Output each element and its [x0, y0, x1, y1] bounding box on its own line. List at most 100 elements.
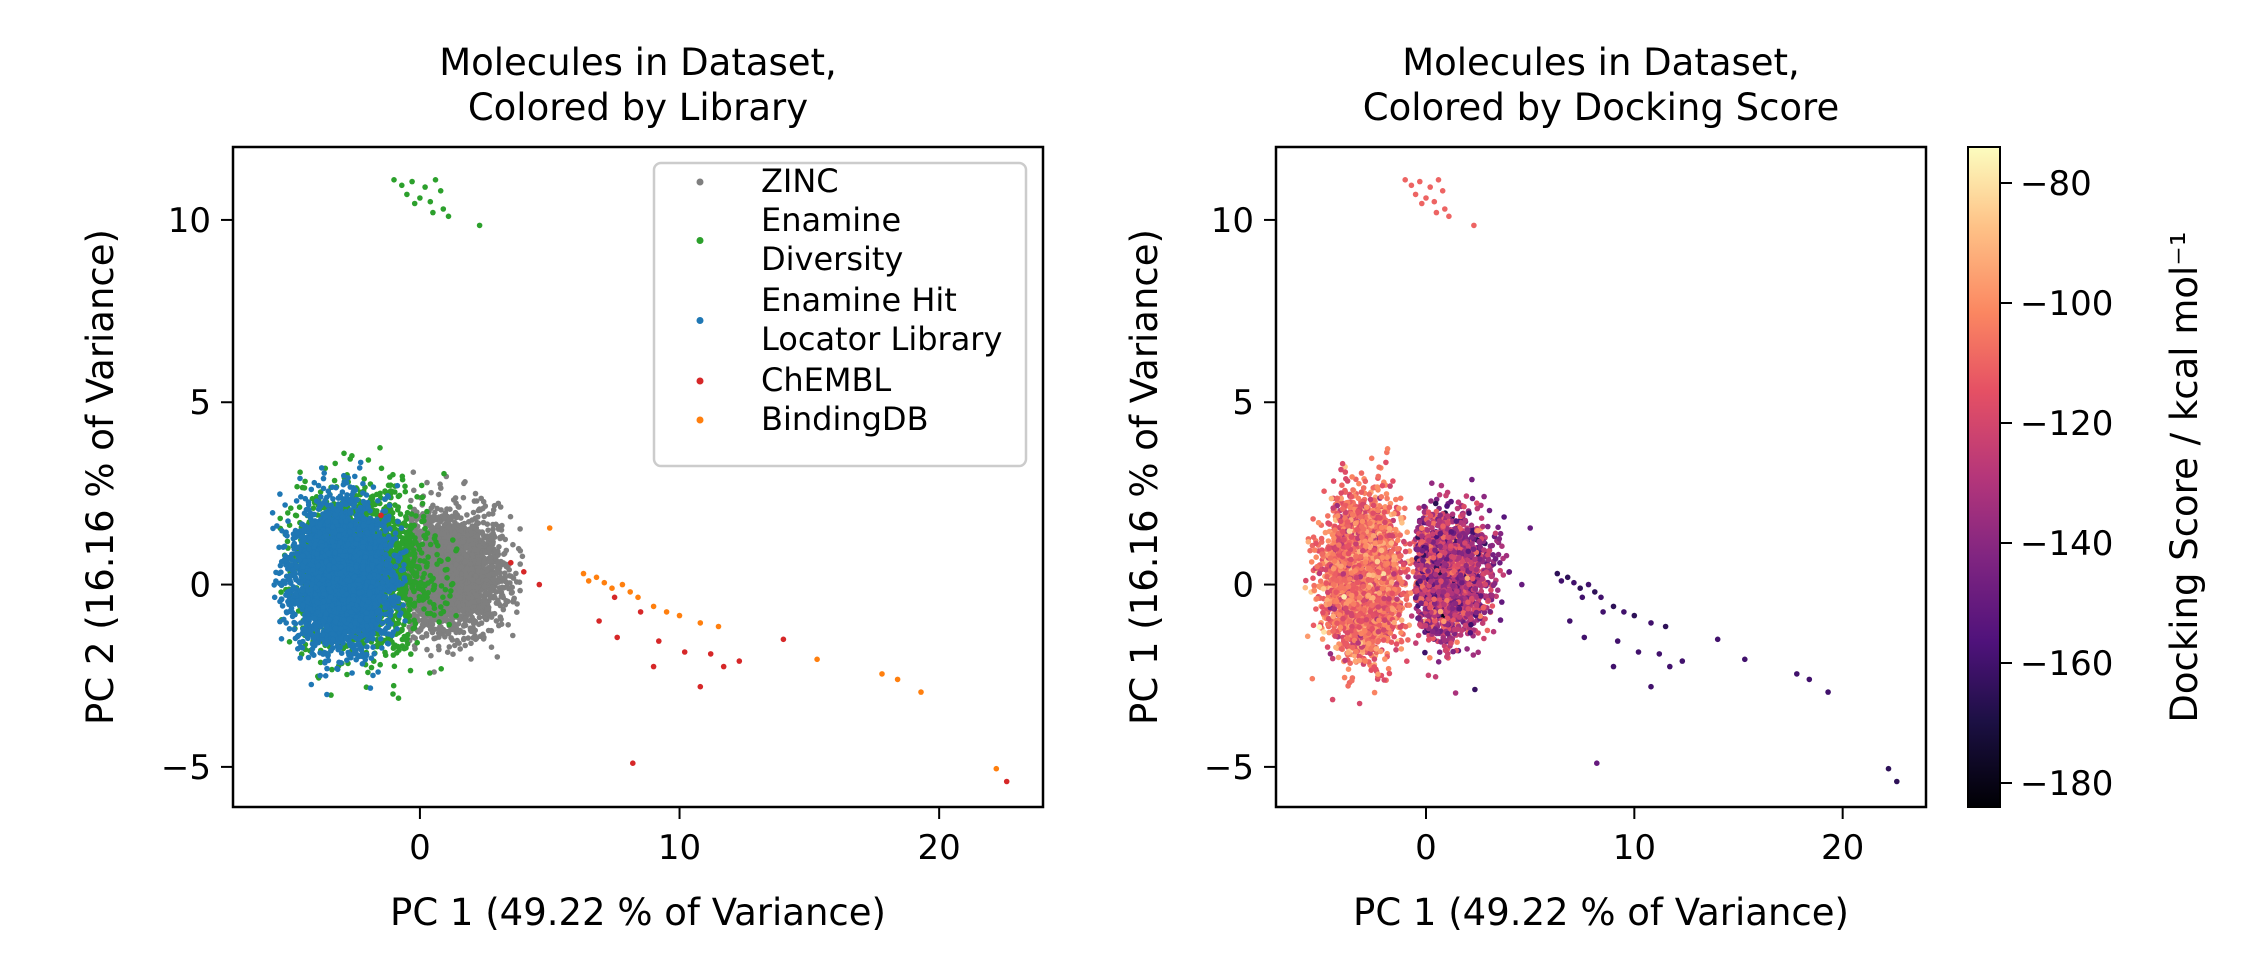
point-enamine: [286, 639, 293, 645]
point-enamine: [347, 456, 354, 462]
point-zinc: [437, 481, 443, 488]
point-enamine: [382, 652, 389, 658]
point-enamine: [408, 567, 415, 574]
point-zinc: [459, 607, 466, 614]
point-zinc: [505, 598, 511, 605]
point-enamine: [399, 626, 405, 633]
point-zinc: [465, 595, 472, 601]
point-zinc: [488, 644, 495, 650]
point-zinc: [478, 609, 485, 616]
point-zinc: [457, 594, 463, 601]
point-zinc: [411, 487, 417, 494]
point-zinc: [443, 539, 449, 546]
point-enamine: [285, 510, 291, 516]
point-enamine: [390, 691, 396, 697]
point-enamine: [395, 695, 402, 701]
point-enamine: [427, 541, 434, 548]
point-zinc: [494, 654, 501, 660]
point-enamine: [418, 550, 425, 556]
point-enamine: [430, 586, 437, 593]
point-enamine: [288, 505, 294, 512]
point-enamine: [440, 608, 447, 615]
point-zinc: [438, 624, 444, 630]
point-zinc: [511, 595, 517, 602]
point-enamine: [445, 556, 451, 563]
point-zinc: [514, 601, 520, 607]
point-enamine: [411, 603, 418, 609]
point-zinc: [482, 599, 489, 606]
point-zinc: [507, 513, 514, 520]
point-zinc: [488, 558, 494, 565]
point-zinc: [448, 635, 454, 641]
point-zinc: [514, 609, 520, 615]
point-zinc: [503, 563, 510, 570]
point-enamine: [438, 604, 444, 610]
point-zinc: [500, 606, 507, 613]
point-enamine: [284, 538, 291, 545]
point-enamine: [408, 511, 415, 517]
point-zinc: [484, 533, 491, 539]
point-zinc: [517, 548, 524, 554]
point-zinc: [431, 635, 437, 642]
point-enamine: [399, 476, 406, 483]
point-zinc: [463, 572, 469, 578]
point-enamine: [407, 577, 414, 584]
point-zinc: [468, 640, 474, 647]
point-zinc: [441, 530, 448, 537]
point-zinc: [490, 507, 497, 513]
point-enamine: [434, 561, 440, 567]
point-zinc: [438, 573, 445, 580]
point-zinc: [480, 636, 487, 642]
point-enamine: [277, 515, 284, 522]
point-enamine: [444, 600, 450, 607]
point-enamine: [368, 664, 375, 671]
point-zinc: [490, 526, 496, 532]
point-enamine: [440, 594, 446, 600]
point-zinc: [470, 524, 477, 530]
point-enamine: [427, 599, 433, 605]
point-zinc: [517, 587, 523, 594]
point-zinc: [412, 635, 419, 641]
point-zinc: [497, 588, 504, 595]
point-zinc: [470, 620, 477, 627]
point-zinc: [510, 632, 516, 639]
point-enamine: [395, 493, 402, 500]
point-enamine: [374, 491, 380, 498]
point-enamine: [444, 575, 450, 581]
point-enamine: [332, 460, 339, 467]
point-enamine: [442, 586, 449, 593]
point-zinc: [495, 526, 502, 532]
point-zinc: [419, 634, 425, 641]
point-zinc: [490, 576, 497, 583]
point-zinc: [470, 541, 476, 547]
point-zinc: [481, 513, 488, 520]
left-scatter-points: [269, 177, 1010, 785]
point-enamine: [447, 593, 453, 599]
point-zinc: [474, 584, 481, 591]
point-enamine: [425, 554, 431, 560]
point-enamine: [408, 551, 414, 557]
point-zinc: [513, 570, 519, 577]
point-zinc: [509, 589, 515, 596]
point-enamine: [427, 610, 434, 617]
point-zinc: [435, 491, 442, 498]
point-enamine: [390, 471, 396, 478]
point-zinc: [429, 629, 436, 636]
left-chart-title-line-1: Molecules in Dataset,: [439, 41, 837, 84]
point-enamine: [390, 652, 397, 658]
point-zinc: [461, 635, 467, 642]
point-enamine: [450, 537, 456, 543]
point-zinc: [508, 573, 514, 579]
point-zinc: [442, 634, 448, 640]
point-zinc: [457, 616, 463, 623]
point-zinc: [432, 592, 439, 599]
point-enamine: [410, 625, 417, 632]
point-enamine: [453, 547, 459, 554]
point-zinc: [453, 623, 459, 630]
point-enamine: [402, 483, 408, 490]
point-zinc: [493, 600, 500, 606]
point-enamine: [293, 512, 300, 519]
point-zinc: [484, 606, 490, 612]
point-zinc: [485, 572, 492, 579]
